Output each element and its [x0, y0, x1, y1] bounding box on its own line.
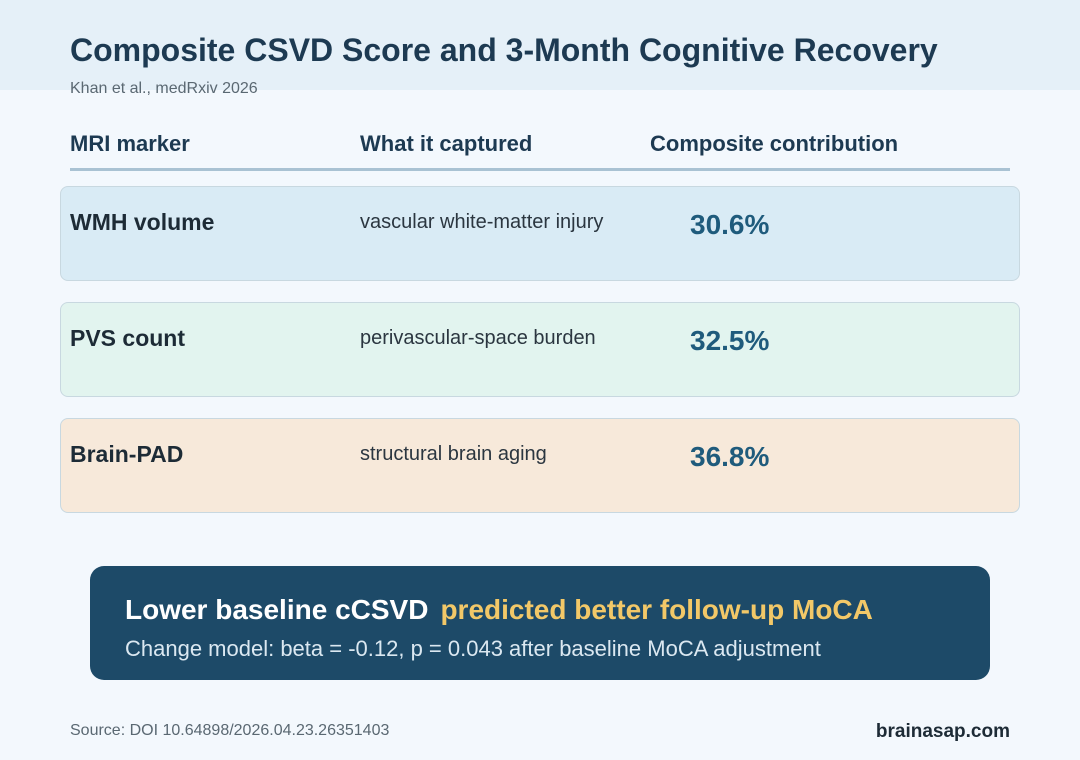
marker-description: perivascular-space burden	[360, 327, 596, 349]
table-row: PVS count perivascular-space burden 32.5%	[60, 302, 1020, 397]
callout: Lower baseline cCSVD predicted better fol…	[90, 566, 990, 680]
marker-description: structural brain aging	[360, 443, 547, 465]
table-row: WMH volume vascular white-matter injury 30…	[60, 186, 1020, 281]
brand: brainasap.com	[875, 721, 1010, 742]
subtitle: Khan et al., medRxiv 2026	[70, 80, 258, 97]
column-header: MRI marker	[70, 131, 190, 156]
marker-name: Brain-PAD	[70, 441, 184, 467]
callout-highlight: predicted better follow-up MoCA	[440, 594, 873, 625]
contribution: 30.6%	[690, 209, 770, 240]
source: Source: DOI 10.64898/2026.04.23.26351403	[70, 722, 390, 739]
marker-name: WMH volume	[70, 209, 215, 235]
contribution: 32.5%	[690, 325, 770, 356]
column-header: Composite contribution	[650, 131, 899, 156]
table-row: Brain-PAD structural brain aging 36.8%	[60, 418, 1020, 513]
callout-detail: Change model: beta = -0.12, p = 0.043 af…	[125, 636, 821, 661]
header-band	[0, 0, 1080, 90]
callout-lead: Lower baseline cCSVD	[125, 594, 429, 625]
marker-description: vascular white-matter injury	[360, 211, 604, 233]
callout-headline: Lower baseline cCSVD predicted better fol…	[125, 594, 873, 626]
marker-name: PVS count	[70, 325, 186, 351]
title: Composite CSVD Score and 3-Month Cogniti…	[70, 32, 938, 68]
header-rule	[70, 168, 1010, 171]
contribution: 36.8%	[690, 441, 770, 472]
column-header: What it captured	[360, 131, 533, 156]
